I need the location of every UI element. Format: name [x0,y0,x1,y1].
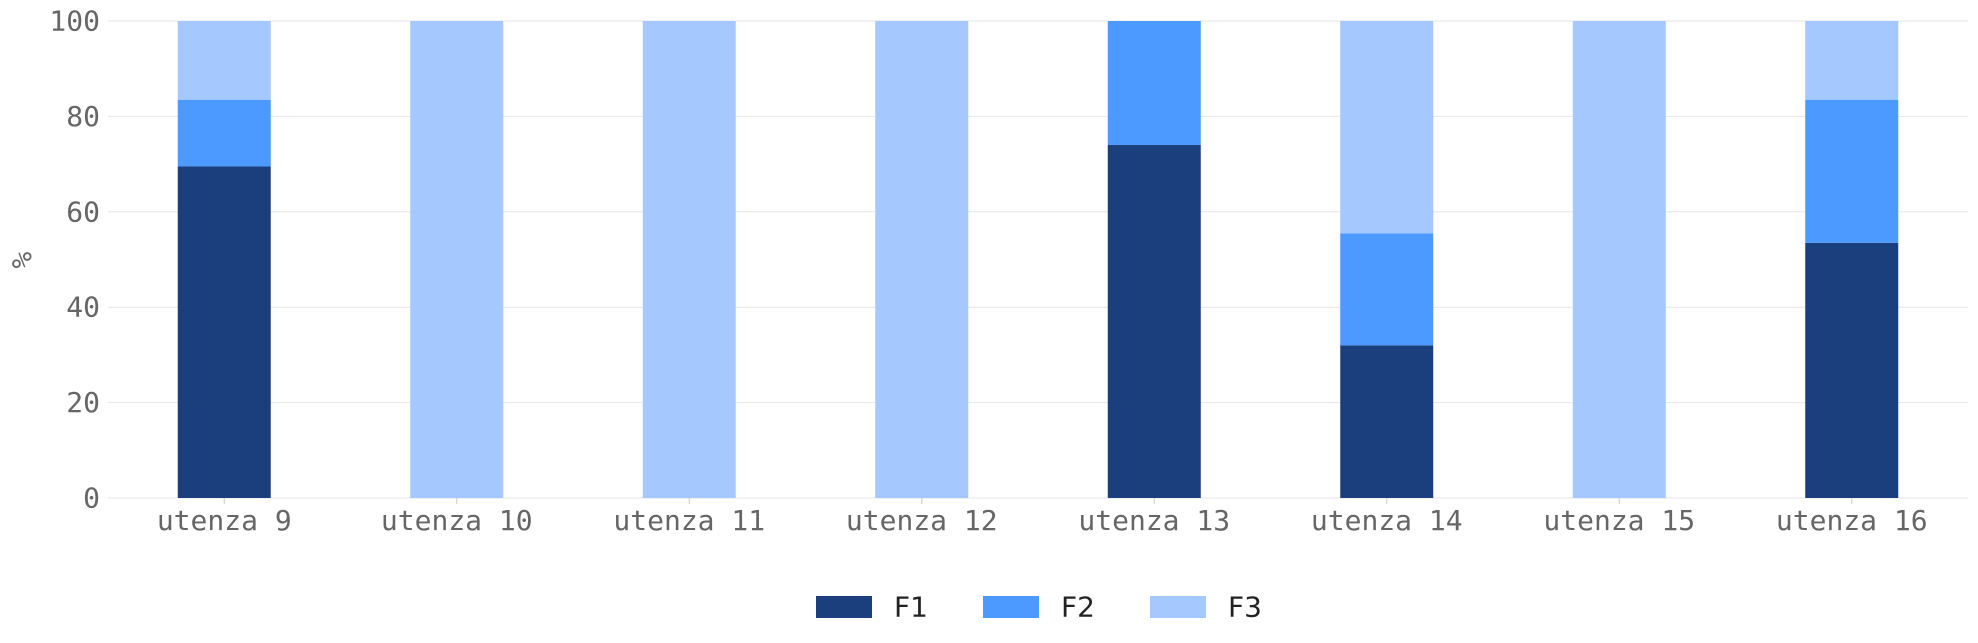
x-tick-label: utenza 10 [381,504,533,537]
y-tick-label: 20 [66,386,100,419]
y-tick-labels: 0 20 40 60 80 100 [49,5,100,515]
x-tick-label: utenza 12 [846,504,998,537]
y-tick-label: 0 [83,482,100,515]
bar-f2-6 [1340,233,1434,346]
x-tick-labels: utenza 9 utenza 10 utenza 11 utenza 12 utenz… [157,498,1928,537]
bar-f1-6 [1340,345,1434,498]
legend: F1 F2 F3 [816,591,1262,624]
x-tick-label: utenza 11 [613,504,765,537]
bar-f3-7 [1572,21,1666,498]
legend-label-f3: F3 [1228,591,1262,624]
y-tick-label: 80 [66,100,100,133]
y-axis-label: % [6,251,39,268]
bar-f2-5 [1107,21,1201,146]
legend-swatch-f3 [1150,596,1206,618]
x-tick-label: utenza 16 [1776,504,1928,537]
legend-label-f1: F1 [894,591,928,624]
legend-swatch-f1 [816,596,872,618]
x-tick-label: utenza 13 [1078,504,1230,537]
y-tick-label: 100 [49,5,100,38]
bar-f3-2 [410,21,504,498]
bar-f3-3 [642,21,736,498]
y-tick-label: 60 [66,195,100,228]
x-tick-label: utenza 9 [157,504,292,537]
bar-f1-5 [1107,145,1201,498]
bar-f2-1 [177,99,271,167]
bar-f2-8 [1805,99,1899,243]
bar-f1-8 [1805,242,1899,498]
bar-f3-8 [1805,21,1899,100]
grid-lines [108,20,1968,499]
bars [177,21,1899,499]
bar-f3-4 [875,21,969,498]
x-tick-label: utenza 15 [1543,504,1695,537]
y-tick-label: 40 [66,291,100,324]
bar-f3-1 [177,21,271,100]
bar-f3-6 [1340,21,1434,234]
bar-f1-1 [177,166,271,499]
legend-label-f2: F2 [1061,591,1095,624]
legend-swatch-f2 [983,596,1039,618]
x-tick-label: utenza 14 [1311,504,1463,537]
